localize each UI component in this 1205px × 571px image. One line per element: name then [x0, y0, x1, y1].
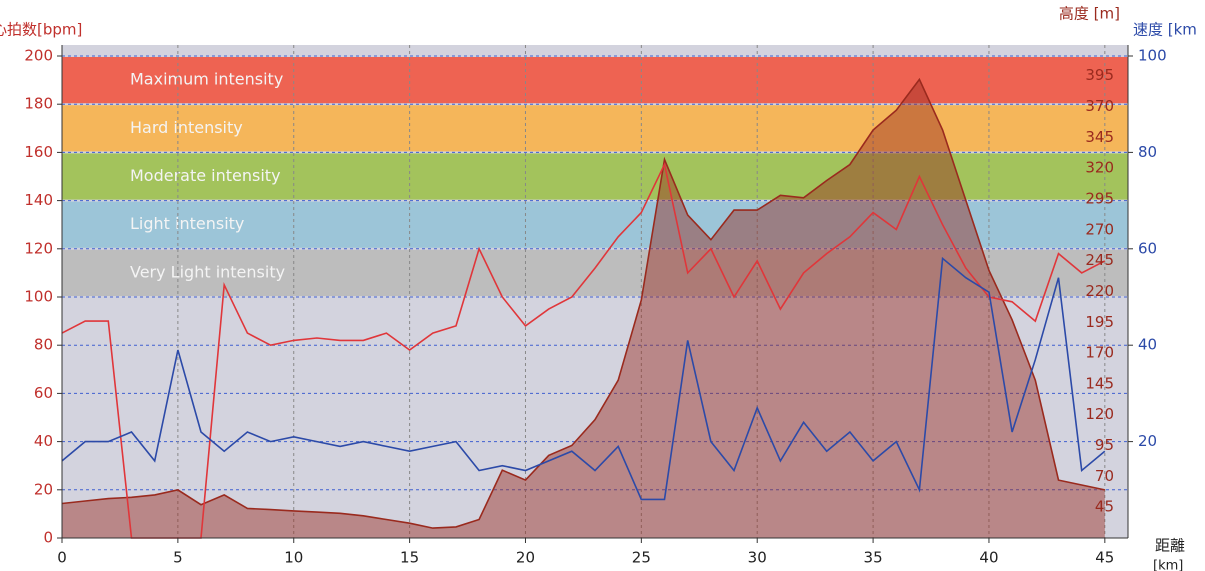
series-line: [61, 77, 1105, 529]
x-tick-label: 10: [284, 549, 303, 567]
y-tick-label: 100: [24, 288, 53, 306]
x-tick-label: 0: [57, 549, 67, 567]
x-axis-title: 距離: [1155, 537, 1185, 555]
x-axis-unit: [km]: [1153, 559, 1183, 571]
y2-tick-label: 245: [1085, 251, 1114, 269]
y3-tick-label: 60: [1138, 239, 1157, 257]
zone-label: Light intensity: [130, 214, 244, 233]
x-tick-label: 5: [173, 549, 183, 567]
y-tick-label: 60: [34, 384, 53, 402]
y3-axis-title: 速度 [km: [1133, 21, 1197, 39]
y2-tick-label: 195: [1085, 313, 1114, 331]
intensity-zone: [62, 153, 1128, 200]
x-tick-label: 45: [1095, 549, 1114, 567]
x-tick-label: 30: [748, 549, 767, 567]
y2-tick-label: 295: [1085, 189, 1114, 207]
intensity-zone: [62, 57, 1128, 104]
y2-tick-label: 220: [1085, 282, 1114, 300]
y2-tick-label: 370: [1085, 97, 1114, 115]
y2-tick-label: 120: [1085, 405, 1114, 423]
y2-tick-label: 95: [1095, 436, 1114, 454]
x-tick-label: 35: [864, 549, 883, 567]
y3-tick-label: 40: [1138, 336, 1157, 354]
y3-tick-label: 100: [1138, 47, 1167, 65]
zone-label: Moderate intensity: [130, 166, 281, 185]
x-tick-label: 40: [979, 549, 998, 567]
y2-axis-title: 高度 [m]: [1059, 5, 1120, 23]
y2-tick-label: 70: [1095, 467, 1114, 485]
zone-label: Hard intensity: [130, 118, 243, 137]
y-tick-label: 20: [34, 480, 53, 498]
y-tick-label: 80: [34, 336, 53, 354]
series-line: [61, 256, 1106, 501]
series-line: [61, 161, 1106, 539]
y2-tick-label: 395: [1085, 66, 1114, 84]
y2-tick-label: 170: [1085, 344, 1114, 362]
y-tick-label: 120: [24, 239, 53, 257]
y-axis-title: 心拍数[bpm]: [0, 21, 82, 39]
y2-tick-label: 320: [1085, 159, 1114, 177]
y-tick-label: 140: [24, 191, 53, 209]
y3-tick-label: 20: [1138, 432, 1157, 450]
x-tick-label: 25: [632, 549, 651, 567]
zone-label: Very Light intensity: [130, 262, 285, 281]
y2-tick-label: 45: [1095, 498, 1114, 516]
intensity-zone: [62, 105, 1128, 152]
y-tick-label: 200: [24, 47, 53, 65]
y2-tick-label: 345: [1085, 128, 1114, 146]
y2-tick-label: 270: [1085, 220, 1114, 238]
zone-label: Maximum intensity: [130, 70, 283, 89]
elevation-area: [62, 79, 1105, 539]
y-tick-label: 160: [24, 143, 53, 161]
x-tick-label: 20: [516, 549, 535, 567]
y-tick-label: 180: [24, 95, 53, 113]
intensity-zone: [62, 249, 1128, 296]
y-tick-label: 0: [43, 529, 53, 547]
y2-tick-label: 145: [1085, 374, 1114, 392]
y-tick-label: 40: [34, 432, 53, 450]
y3-tick-label: 80: [1138, 143, 1157, 161]
x-tick-label: 15: [400, 549, 419, 567]
